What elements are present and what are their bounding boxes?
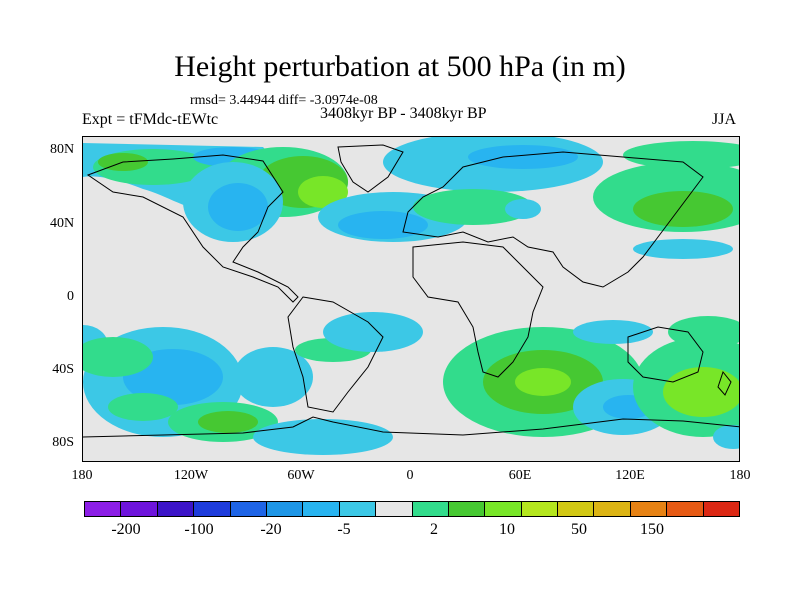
coastline-eurasia: [402, 151, 704, 288]
colorbar-swatch: [521, 502, 559, 516]
lat-label-eq: 0: [67, 289, 74, 304]
lat-label-80n: 80N: [50, 142, 75, 157]
coastline-greenland: [337, 144, 404, 193]
coastline-south-america: [287, 296, 384, 413]
anomaly-patch: [668, 316, 739, 348]
anomaly-patch: [83, 337, 153, 377]
anomaly-patch: [505, 199, 541, 219]
lon-label-60e: 60E: [508, 468, 532, 483]
map-panel: [82, 136, 740, 462]
colorbar: [84, 501, 740, 517]
map-title: Height perturbation at 500 hPa (in m): [174, 50, 626, 83]
anomaly-patch: [208, 183, 268, 231]
anomaly-patch: [713, 425, 739, 449]
colorbar-swatch: [667, 502, 704, 516]
lon-label-120w: 120W: [173, 468, 209, 483]
colorbar-swatch: [412, 502, 449, 516]
anomaly-patch: [233, 347, 313, 407]
experiment-label: Expt = tFMdc-tEWtc: [82, 111, 219, 128]
colorbar-swatch: [85, 502, 122, 516]
stats-text: rmsd= 3.44944 diff= -3.0974e-08: [190, 93, 378, 108]
colorbar-swatch: [303, 502, 340, 516]
colorbar-swatch: [558, 502, 595, 516]
colorbar-swatch: [339, 502, 377, 516]
colorbar-swatch: [194, 502, 231, 516]
colorbar-swatch: [448, 502, 486, 516]
anomaly-patch: [298, 176, 348, 208]
coastline-australia: [627, 326, 704, 383]
lon-label-60w: 60W: [287, 468, 315, 483]
contour-map: [83, 137, 739, 455]
colorbar-swatch: [121, 502, 158, 516]
lat-label-40s: 40S: [52, 362, 74, 377]
colorbar-label: -20: [260, 521, 282, 538]
anomaly-patch: [338, 211, 428, 239]
colorbar-label: -200: [111, 521, 141, 538]
anomaly-patch: [623, 141, 739, 169]
anomaly-patch: [198, 411, 258, 433]
anomaly-patch: [633, 239, 733, 259]
colorbar-swatch: [703, 502, 740, 516]
colorbar-label: 2: [430, 521, 438, 538]
colorbar-swatch: [485, 502, 522, 516]
lat-label-40n: 40N: [50, 216, 75, 231]
colorbar-swatch: [230, 502, 267, 516]
anomaly-patch: [323, 312, 423, 352]
anomaly-patch: [108, 393, 178, 421]
anomaly-patch: [573, 320, 653, 344]
colorbar-label: -5: [337, 521, 351, 538]
period-label: 3408kyr BP - 3408kyr BP: [320, 105, 487, 122]
coastline-antarctica: [83, 416, 739, 438]
colorbar-swatch: [594, 502, 631, 516]
anomaly-patch: [515, 368, 571, 396]
colorbar-swatch: [266, 502, 304, 516]
colorbar-swatch: [157, 502, 195, 516]
season-label: JJA: [712, 111, 737, 128]
colorbar-label: -100: [184, 521, 214, 538]
coastline-new-zealand: [717, 370, 732, 396]
anomaly-patch: [253, 419, 393, 455]
coastlines: [83, 144, 739, 438]
anomaly-patch: [413, 189, 533, 225]
lon-label-180w: 180: [71, 468, 93, 483]
colorbar-swatch: [376, 502, 413, 516]
anomaly-patch: [633, 191, 733, 227]
lat-label-80s: 80S: [52, 435, 74, 450]
anomaly-patch: [663, 367, 739, 417]
lon-label-180e: 180: [729, 468, 751, 483]
colorbar-label: 150: [640, 521, 664, 538]
lon-label-0: 0: [406, 468, 414, 483]
colorbar-swatch: [630, 502, 668, 516]
anomaly-patch: [468, 145, 578, 169]
coastline-north-america: [86, 154, 299, 303]
anomaly-fields: [83, 137, 739, 455]
coastline-africa: [412, 241, 544, 378]
colorbar-label: 10: [499, 521, 515, 538]
lon-label-120e: 120E: [615, 468, 645, 483]
colorbar-label: 50: [571, 521, 587, 538]
